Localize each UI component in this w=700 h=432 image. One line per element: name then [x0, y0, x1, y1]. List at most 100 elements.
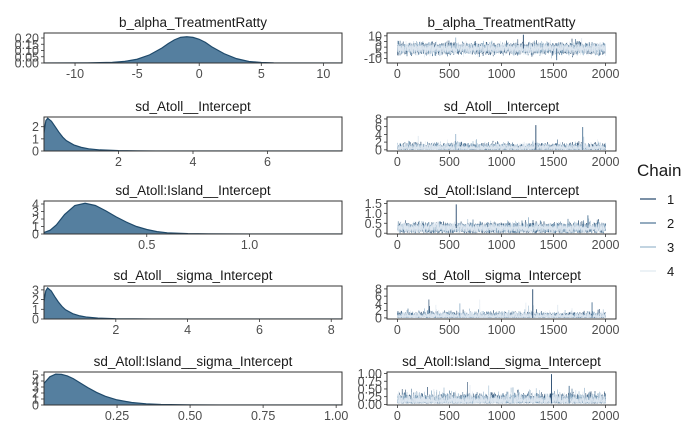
y-tick-label: 0.25 [358, 390, 382, 404]
y-tick-label: 0.05 [15, 50, 39, 64]
x-tick-label: 2000 [592, 409, 620, 423]
density-area [44, 374, 342, 405]
legend-label: 3 [667, 240, 674, 255]
legend-items: 1 2 3 4 [640, 192, 674, 279]
density-panel: b_alpha_TreatmentRatty-10 -5 0 5 100.000.050… [15, 15, 343, 81]
x-tick-label: 10 [316, 67, 330, 81]
x-tick-label: -10 [66, 67, 84, 81]
panel-border [43, 116, 343, 152]
plot-area [44, 202, 342, 234]
y-tick-label: 0 [375, 41, 382, 55]
density-line [44, 117, 342, 151]
x-tick-label: 2000 [592, 238, 620, 252]
x-tick-label: 0.75 [251, 409, 275, 423]
x-tick-label: 6 [256, 323, 263, 337]
y-tick-label: 4 [32, 198, 39, 212]
x-tick-label: 500 [439, 409, 460, 423]
y-tick-label: 0 [32, 313, 39, 327]
panel-border [43, 200, 343, 235]
chain-4-trace [397, 299, 606, 319]
x-tick-label: 1.0 [241, 238, 258, 252]
y-tick-label: 1 [32, 393, 39, 407]
density-area [44, 118, 342, 151]
x-tick-label: 1000 [488, 67, 516, 81]
x-tick-label: 1000 [488, 238, 516, 252]
legend-item-4: 4 [640, 264, 674, 279]
x-tick-label: 6 [264, 155, 271, 169]
y-tick-label: 2 [375, 304, 382, 318]
y-tick-label: 1 [32, 220, 39, 234]
x-tick-label: 4 [184, 323, 191, 337]
y-tick-label: 0.00 [358, 398, 382, 412]
y-tick-label: -5 [371, 46, 382, 60]
x-tick-label: 8 [328, 323, 335, 337]
chain-4-trace [397, 39, 606, 58]
x-tick-label: 500 [439, 67, 460, 81]
y-tick-label: 2 [375, 136, 382, 150]
y-tick-label: 0 [375, 143, 382, 157]
legend-label: 1 [667, 192, 674, 207]
x-tick-label: 0.25 [105, 409, 129, 423]
x-tick-label: 2 [112, 323, 119, 337]
density-line [44, 287, 342, 319]
y-tick-label: 0 [32, 228, 39, 242]
y-tick-label: 0 [375, 311, 382, 325]
y-tick-label: 1 [32, 132, 39, 146]
x-tick-label: 1500 [540, 323, 568, 337]
y-tick-label: 0 [32, 145, 39, 159]
panel-border [43, 285, 343, 320]
y-tick-label: 4 [375, 128, 382, 142]
panel-grid: b_alpha_TreatmentRatty-10 -5 0 5 100.000.050… [15, 15, 620, 423]
panel-title: sd_Atoll:Island__sigma_Intercept [402, 354, 601, 369]
panel-border [43, 32, 343, 64]
y-tick-label: 0.50 [358, 382, 382, 396]
x-tick-label: 1.00 [324, 409, 348, 423]
x-tick-label: 0 [196, 67, 203, 81]
y-tick-label: 8 [375, 112, 382, 126]
chain-4-trace [397, 139, 606, 151]
y-tick-label: 4 [375, 297, 382, 311]
trace-panel: sd_Atoll__sigma_Intercept 0 500 1000 1500 200… [375, 268, 619, 337]
y-tick-label: 10 [368, 29, 382, 43]
x-tick-label: 0 [394, 409, 401, 423]
y-tick-label: 1 [32, 303, 39, 317]
y-tick-label: 5 [32, 369, 39, 383]
x-tick-label: 0 [394, 323, 401, 337]
x-tick-label: 500 [439, 323, 460, 337]
x-tick-label: 1500 [540, 238, 568, 252]
plot-area [44, 36, 342, 63]
y-tick-label: 0.20 [15, 32, 39, 46]
trace-panel: sd_Atoll:Island__Intercept 0 500 1000 1500 20… [365, 183, 620, 252]
plot-area [397, 125, 606, 151]
x-tick-label: 500 [439, 238, 460, 252]
x-tick-label: 1000 [488, 409, 516, 423]
plot-area [397, 34, 606, 61]
x-tick-label: 2000 [592, 67, 620, 81]
trace-panel: sd_Atoll:Island__sigma_Intercept 0 500 1000… [358, 354, 620, 423]
legend: Chain 1 2 3 4 [637, 161, 681, 279]
y-tick-label: 1.0 [365, 207, 382, 221]
chain-4-trace [397, 220, 606, 234]
y-tick-label: 6 [375, 290, 382, 304]
density-area [44, 287, 342, 319]
y-tick-label: 0 [375, 227, 382, 241]
panel-title: b_alpha_TreatmentRatty [427, 15, 575, 30]
y-tick-label: 6 [375, 120, 382, 134]
panel-title: sd_Atoll__Intercept [444, 99, 560, 114]
x-tick-label: 1500 [540, 409, 568, 423]
y-tick-label: 0.10 [15, 44, 39, 58]
density-area [44, 203, 342, 234]
x-tick-label: 0 [394, 155, 401, 169]
legend-item-2: 2 [640, 216, 674, 231]
x-tick-label: 2000 [592, 155, 620, 169]
x-tick-label: 500 [439, 155, 460, 169]
y-tick-label: 2 [32, 387, 39, 401]
x-tick-label: 0.50 [178, 409, 202, 423]
y-tick-label: 3 [32, 283, 39, 297]
panel-border [43, 371, 343, 406]
y-tick-label: 3 [32, 205, 39, 219]
y-tick-label: 0.00 [15, 57, 39, 71]
